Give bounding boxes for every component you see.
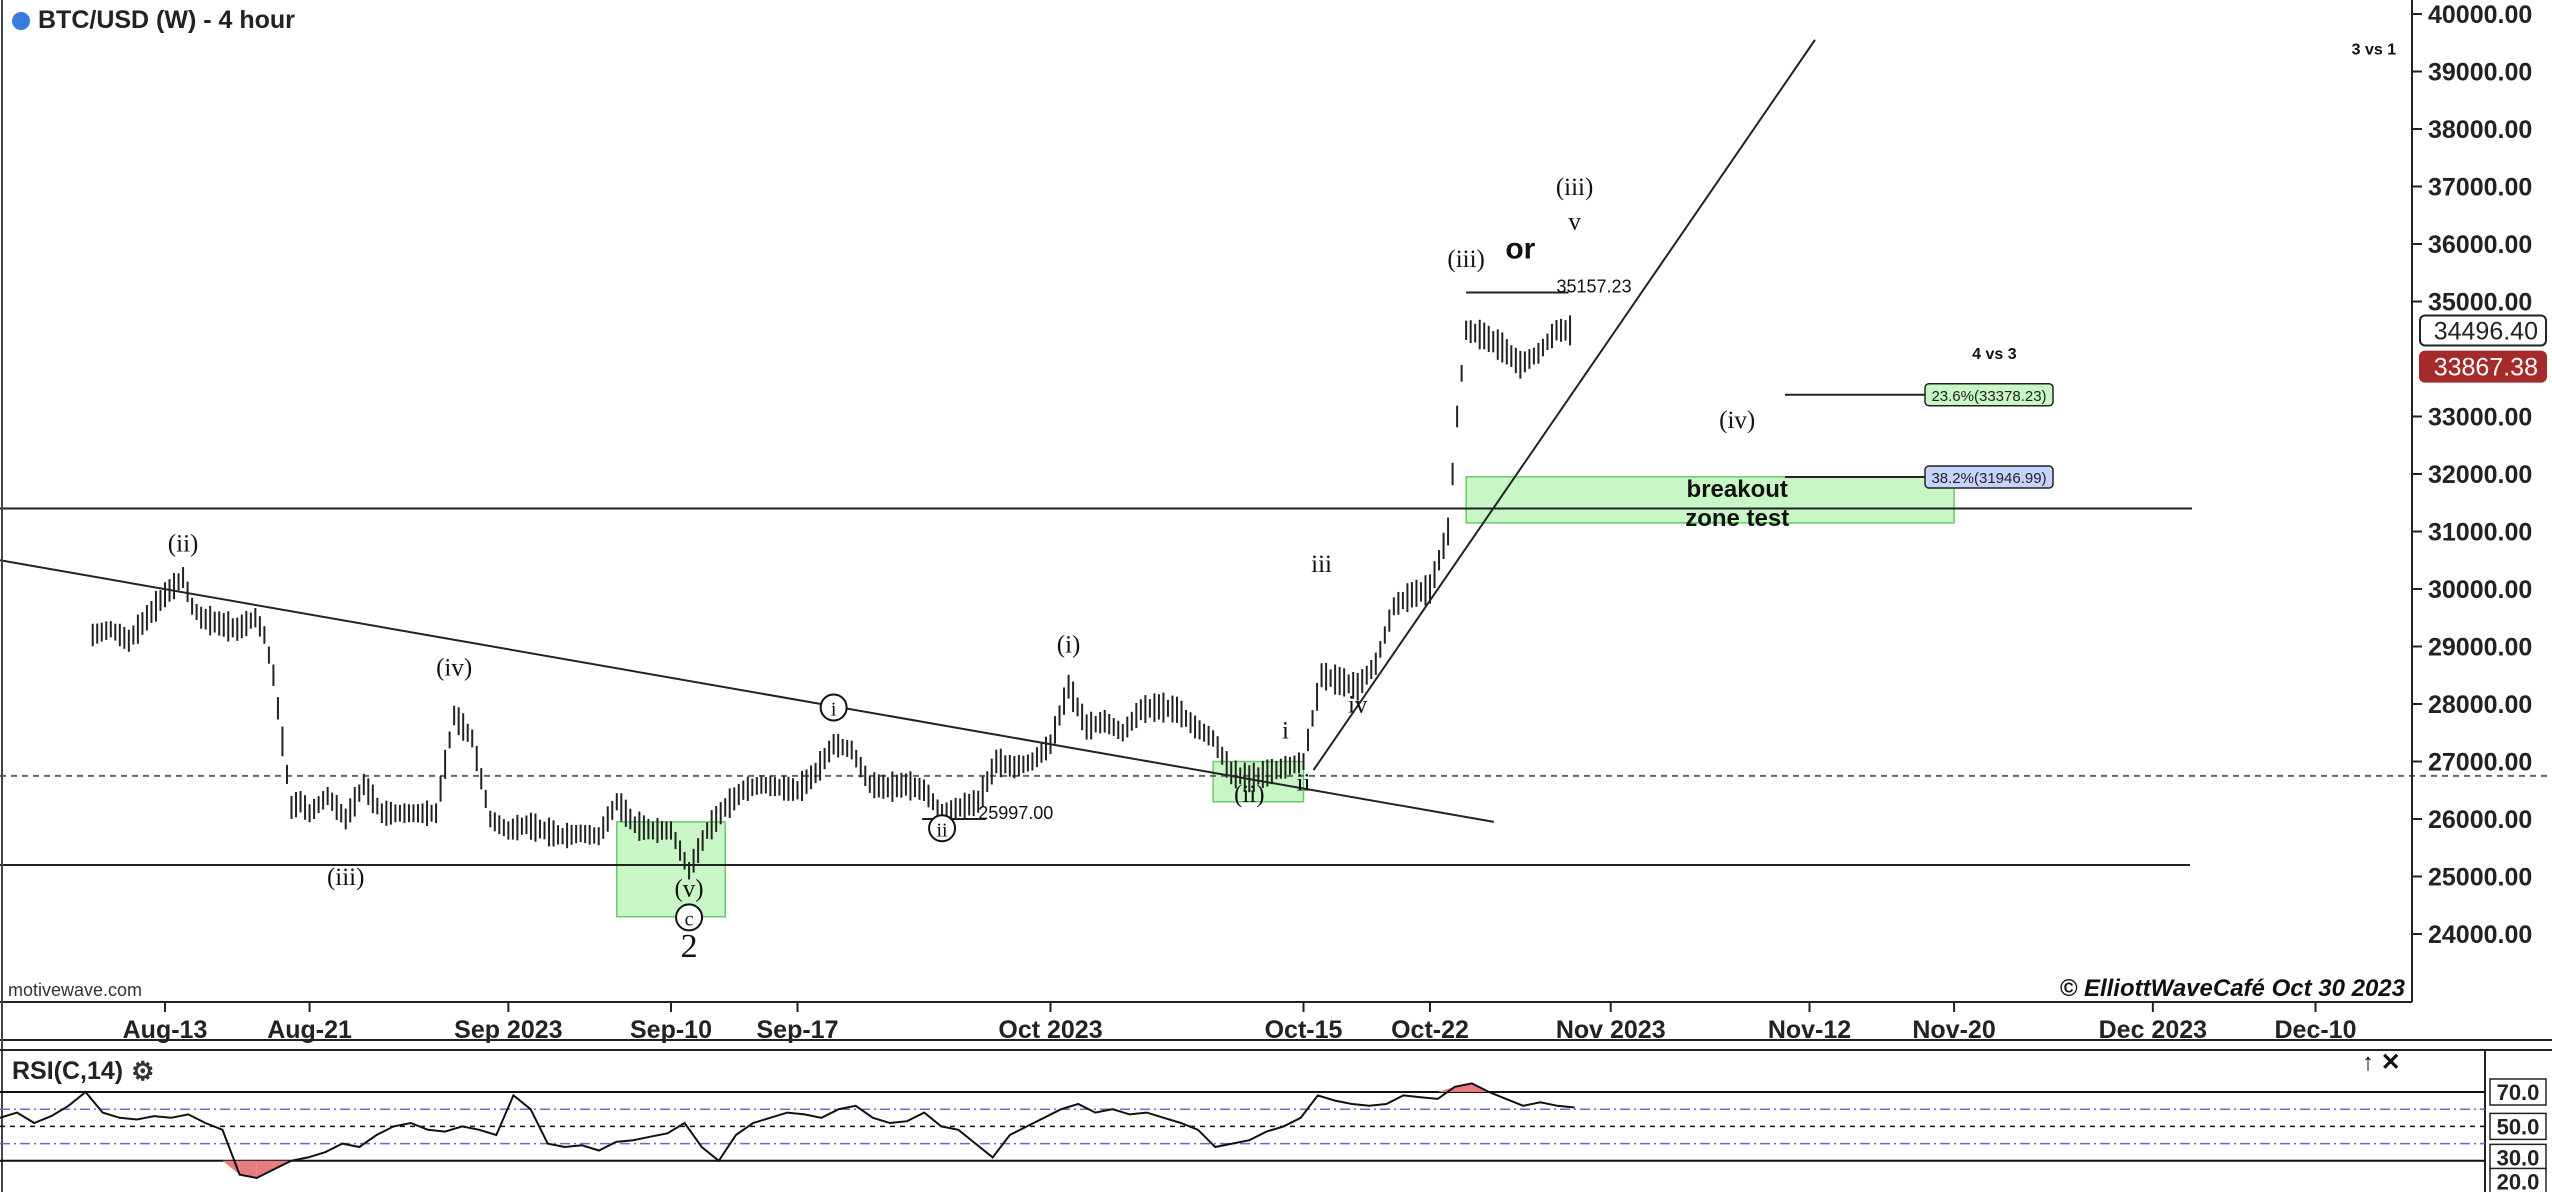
wave-label: 2 bbox=[681, 928, 698, 965]
rsi-panel-controls[interactable]: ↑ ✕ bbox=[2362, 1049, 2401, 1076]
price-badge bbox=[2419, 314, 2547, 347]
x-tick-label: Dec-10 bbox=[2275, 1016, 2357, 1044]
wave-circle bbox=[819, 693, 848, 722]
wave-label: (ii) bbox=[168, 531, 199, 558]
wave-label: (iv) bbox=[436, 654, 472, 681]
wave-label: breakout bbox=[1687, 476, 1788, 503]
wave-label: iii bbox=[1311, 551, 1332, 578]
wave-label: ii bbox=[1297, 769, 1311, 796]
y-tick-label: 33000.00 bbox=[2428, 404, 2532, 432]
wave-circle bbox=[675, 903, 704, 932]
x-tick-label: Oct-22 bbox=[1391, 1016, 1469, 1044]
wave-label: iv bbox=[1348, 692, 1368, 719]
x-tick-label: Nov 2023 bbox=[1556, 1016, 1666, 1044]
rsi-label: RSI(C,14) bbox=[12, 1057, 124, 1085]
wave-label: i bbox=[1282, 718, 1289, 745]
y-tick-label: 26000.00 bbox=[2428, 806, 2532, 834]
watermark-left: motivewave.com bbox=[8, 980, 142, 1000]
wave-circle bbox=[928, 814, 957, 843]
wave-label: (i) bbox=[1057, 631, 1081, 658]
rsi-overbought-fill bbox=[1454, 1083, 1472, 1092]
rsi-line bbox=[0, 1082, 1575, 1180]
wave-label: ii bbox=[937, 819, 949, 841]
wave-label: (iv) bbox=[1719, 407, 1755, 434]
rsi-level-box bbox=[2489, 1167, 2547, 1192]
watermark-right: © ElliottWaveCafé Oct 30 2023 bbox=[2060, 975, 2406, 1002]
x-tick-label: Aug-13 bbox=[123, 1016, 208, 1044]
y-tick-label: 32000.00 bbox=[2428, 461, 2532, 489]
wave-label: 35157.23 bbox=[1557, 276, 1632, 296]
wave-label: (ii) bbox=[1234, 781, 1265, 808]
wave-label: i bbox=[831, 699, 837, 721]
wave-label: (v) bbox=[674, 876, 703, 903]
x-tick-label: Oct 2023 bbox=[998, 1016, 1102, 1044]
y-tick-label: 24000.00 bbox=[2428, 921, 2532, 949]
y-tick-label: 29000.00 bbox=[2428, 634, 2532, 662]
rsi-oversold-fill bbox=[239, 1160, 257, 1178]
price-badge bbox=[2419, 350, 2547, 383]
wave-label: (iii) bbox=[1556, 174, 1594, 201]
fib-label-box bbox=[1924, 383, 2054, 407]
fib-label: 38.2%(31946.99) bbox=[1931, 470, 2046, 487]
rsi-header: RSI(C,14) ⚙ bbox=[12, 1056, 154, 1087]
chart-title: BTC/USD (W) - 4 hour bbox=[38, 6, 295, 34]
fib-label-box bbox=[1924, 465, 2054, 489]
price-badge-label: 33867.38 bbox=[2434, 354, 2538, 382]
fib-label: 23.6%(33378.23) bbox=[1931, 388, 2046, 405]
x-tick-label: Oct-15 bbox=[1265, 1016, 1343, 1044]
wave-label: 3 vs 1 bbox=[2352, 41, 2397, 58]
wave-label: (iii) bbox=[327, 864, 365, 891]
wave-label: or bbox=[1505, 232, 1535, 265]
y-tick-label: 25000.00 bbox=[2428, 864, 2532, 892]
ascending-trendline bbox=[1312, 39, 1816, 771]
breakout-zone bbox=[1465, 476, 1955, 524]
x-tick-label: Aug-21 bbox=[267, 1016, 352, 1044]
wave-label: v bbox=[1568, 209, 1581, 236]
x-tick-label: Nov-20 bbox=[1912, 1016, 1995, 1044]
y-tick-label: 28000.00 bbox=[2428, 691, 2532, 719]
y-tick-label: 40000.00 bbox=[2428, 1, 2532, 29]
y-tick-label: 38000.00 bbox=[2428, 116, 2532, 144]
price-badge-label: 34496.40 bbox=[2434, 317, 2538, 345]
wave-label: (iii) bbox=[1447, 246, 1485, 273]
symbol-status-dot bbox=[12, 11, 30, 30]
rsi-oversold-fill bbox=[256, 1160, 274, 1178]
x-tick-label: Sep-10 bbox=[630, 1016, 712, 1044]
rsi-level-box bbox=[2489, 1078, 2547, 1106]
rsi-level-label: 70.0 bbox=[2497, 1080, 2540, 1105]
x-tick-label: Dec 2023 bbox=[2099, 1016, 2207, 1044]
wave-label: 4 vs 3 bbox=[1972, 346, 2017, 363]
y-tick-label: 30000.00 bbox=[2428, 576, 2532, 604]
wave-label: zone test bbox=[1685, 505, 1789, 532]
gear-icon[interactable]: ⚙ bbox=[131, 1056, 155, 1086]
rsi-level-label: 30.0 bbox=[2497, 1145, 2540, 1170]
x-tick-label: Sep-17 bbox=[757, 1016, 839, 1044]
rsi-level-box bbox=[2489, 1143, 2547, 1172]
wave-label: 25997.00 bbox=[978, 803, 1053, 823]
x-tick-label: Nov-12 bbox=[1768, 1016, 1851, 1044]
y-tick-label: 39000.00 bbox=[2428, 59, 2532, 87]
y-tick-label: 31000.00 bbox=[2428, 519, 2532, 547]
rsi-level-label: 20.0 bbox=[2497, 1169, 2540, 1192]
y-tick-label: 27000.00 bbox=[2428, 749, 2532, 777]
chart-header: BTC/USD (W) - 4 hour bbox=[12, 6, 295, 35]
y-tick-label: 35000.00 bbox=[2428, 289, 2532, 317]
rsi-level-label: 50.0 bbox=[2497, 1114, 2540, 1139]
rsi-level-box bbox=[2489, 1112, 2547, 1141]
y-tick-label: 36000.00 bbox=[2428, 231, 2532, 259]
x-tick-label: Sep 2023 bbox=[454, 1016, 562, 1044]
y-tick-label: 37000.00 bbox=[2428, 174, 2532, 202]
wave-label: c bbox=[685, 908, 694, 930]
